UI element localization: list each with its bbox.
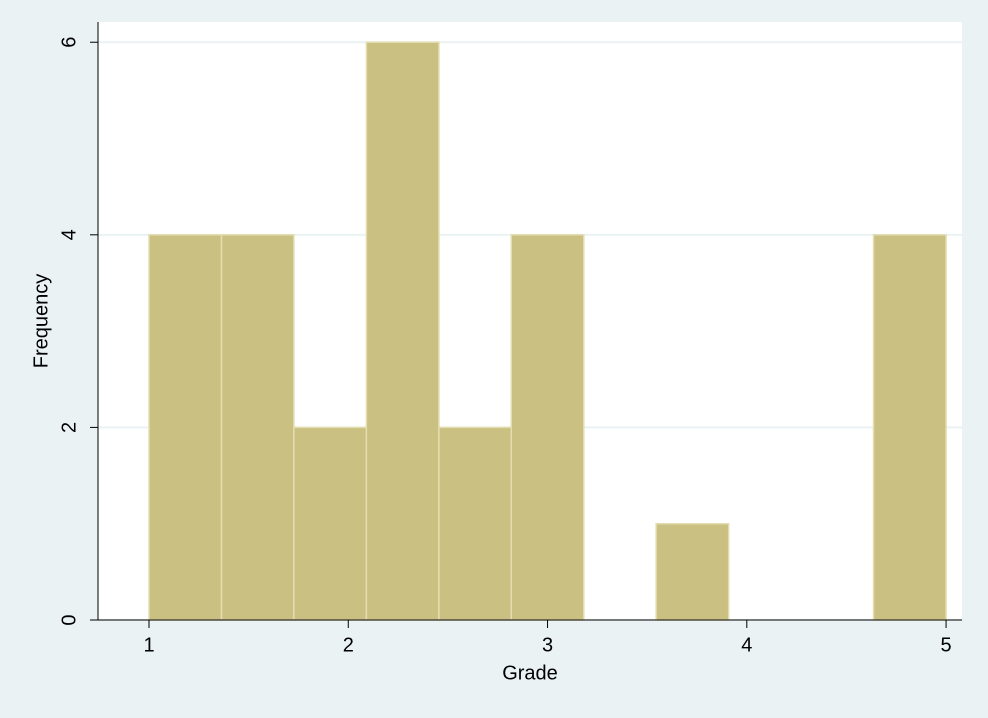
bar [438, 426, 513, 621]
x-axis-label: Grade [502, 662, 558, 684]
x-tick-label: 3 [542, 634, 553, 656]
bar [510, 234, 585, 621]
x-tick-label: 4 [741, 634, 752, 656]
bar [655, 522, 730, 621]
x-tick-label: 1 [143, 634, 154, 656]
y-tick-label: 2 [58, 422, 80, 433]
y-tick-label: 6 [58, 37, 80, 48]
bar [220, 234, 295, 621]
y-tick-label: 0 [58, 614, 80, 625]
x-tick-label: 2 [343, 634, 354, 656]
bar [293, 426, 368, 621]
bar [148, 234, 223, 621]
x-tick-label: 5 [940, 634, 951, 656]
y-tick-label: 4 [58, 229, 80, 240]
bar [872, 234, 947, 621]
y-axis-label: Frequency [30, 274, 52, 369]
bar [365, 41, 440, 621]
